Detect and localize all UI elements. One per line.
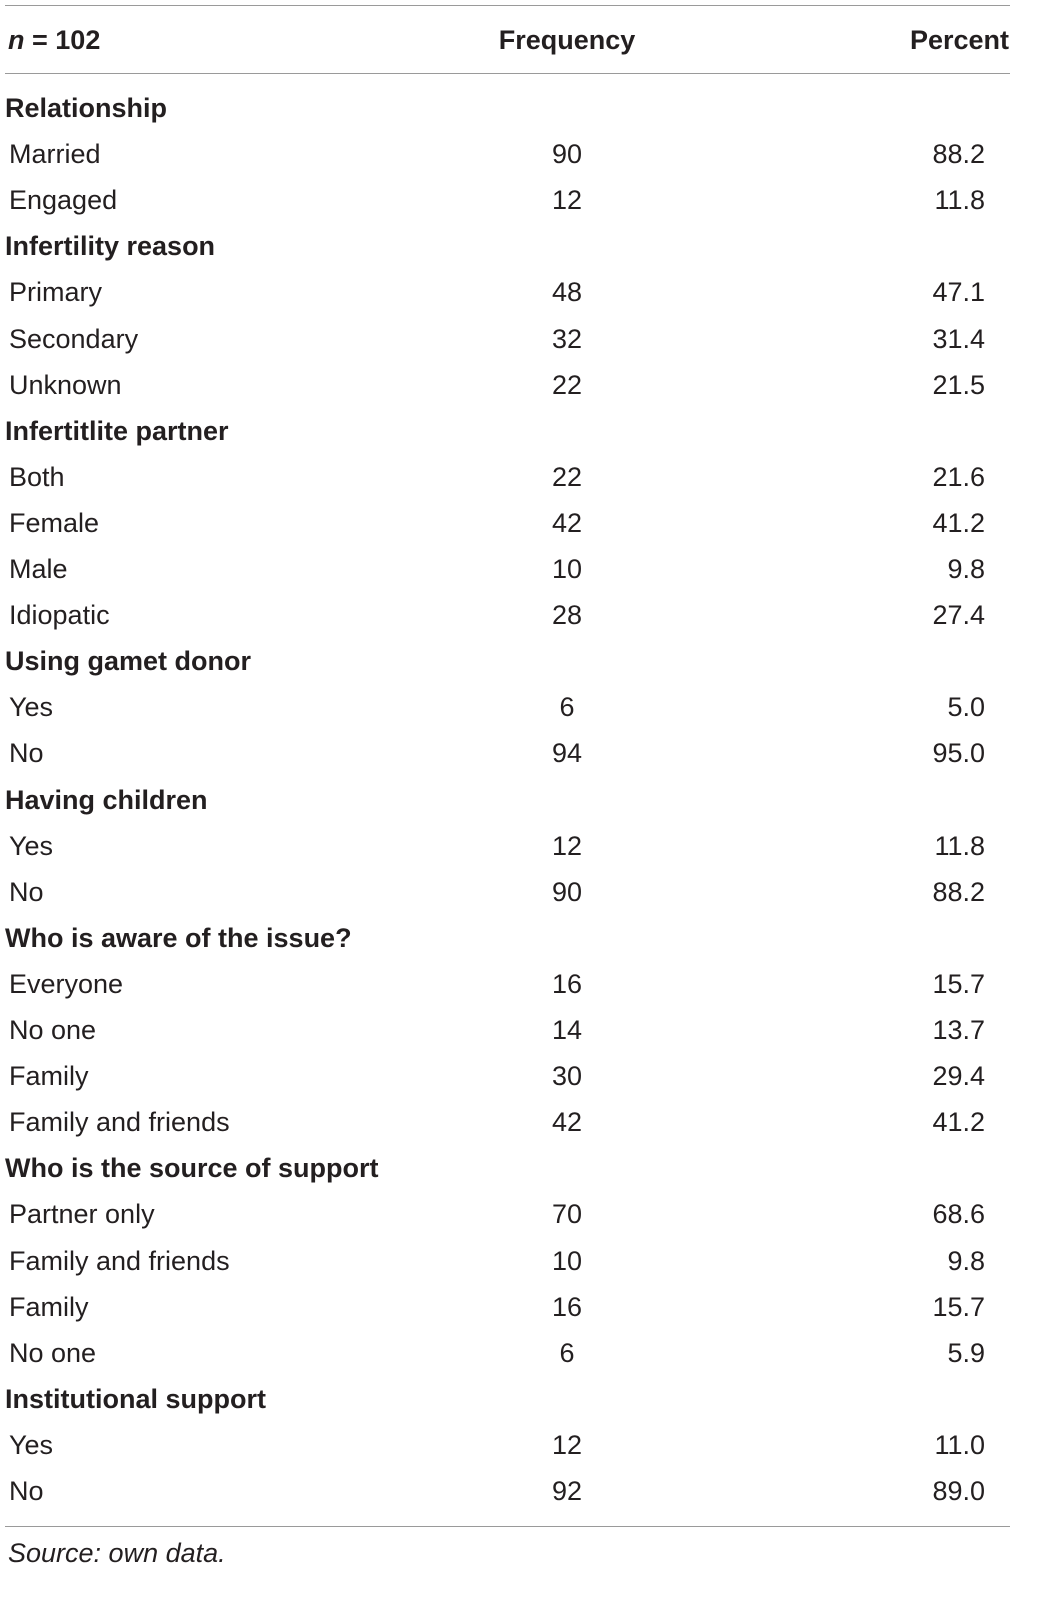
frequency-cell: 14 bbox=[551, 1015, 583, 1045]
frequency-cell: 16 bbox=[551, 1291, 583, 1322]
row-label: Everyone bbox=[9, 968, 124, 999]
percent-cell: 88.2 bbox=[932, 139, 985, 170]
frequency-cell: 90 bbox=[551, 876, 583, 907]
row-label: Yes bbox=[9, 1429, 54, 1460]
section-title: Having children bbox=[5, 784, 208, 815]
row-label: Engaged bbox=[9, 185, 118, 216]
frequency-cell: 10 bbox=[551, 1245, 583, 1276]
bottom-rule bbox=[5, 1526, 1010, 1527]
header-percent: Percent bbox=[909, 25, 1009, 55]
percent-cell: 13.7 bbox=[932, 1015, 985, 1045]
percent-cell: 21.6 bbox=[932, 461, 985, 492]
row-label: Secondary bbox=[9, 323, 139, 354]
row-label: No one bbox=[9, 1337, 97, 1368]
frequency-cell: 16 bbox=[551, 968, 583, 999]
row-label: Primary bbox=[9, 277, 102, 308]
section-title: Infertitlite partner bbox=[5, 415, 229, 446]
row-label: No bbox=[9, 876, 44, 907]
row-label: Family and friends bbox=[9, 1245, 230, 1276]
row-label: Male bbox=[9, 554, 68, 584]
frequency-cell: 48 bbox=[551, 277, 583, 308]
frequency-cell: 92 bbox=[551, 1476, 583, 1506]
frequency-cell: 12 bbox=[551, 1429, 583, 1460]
section-title: Using gamet donor bbox=[5, 646, 252, 677]
row-label: Family and friends bbox=[9, 1107, 230, 1138]
percent-cell: 15.7 bbox=[932, 1291, 985, 1322]
section-title: Who is the source of support bbox=[5, 1153, 379, 1184]
percent-cell: 5.9 bbox=[947, 1337, 985, 1368]
percent-cell: 89.0 bbox=[932, 1476, 985, 1506]
percent-cell: 11.0 bbox=[934, 1429, 985, 1460]
row-label: No bbox=[9, 1476, 44, 1506]
frequency-cell: 28 bbox=[551, 600, 583, 631]
frequency-cell: 22 bbox=[551, 461, 583, 492]
row-label: Family bbox=[9, 1061, 89, 1092]
frequency-cell: 94 bbox=[551, 738, 583, 769]
row-label: Both bbox=[9, 461, 65, 492]
section-title: Institutional support bbox=[5, 1383, 266, 1414]
row-label: Idiopatic bbox=[9, 600, 110, 631]
percent-cell: 11.8 bbox=[934, 185, 985, 216]
row-label: Yes bbox=[9, 692, 54, 723]
row-label: Partner only bbox=[9, 1199, 155, 1230]
frequency-cell: 10 bbox=[551, 554, 583, 584]
percent-cell: 31.4 bbox=[932, 323, 985, 354]
percent-cell: 95.0 bbox=[932, 738, 985, 769]
frequency-cell: 90 bbox=[551, 139, 583, 170]
frequency-cell: 12 bbox=[551, 830, 583, 861]
header-n: n = 102 bbox=[8, 23, 100, 57]
frequency-cell: 6 bbox=[559, 1337, 575, 1368]
header-rule bbox=[5, 73, 1010, 74]
row-label: Yes bbox=[9, 830, 54, 861]
row-label: Female bbox=[9, 507, 100, 538]
row-label: Family bbox=[9, 1291, 89, 1322]
percent-cell: 41.2 bbox=[932, 507, 985, 538]
frequency-cell: 42 bbox=[551, 1107, 583, 1138]
source-note: Source: own data. bbox=[8, 1538, 226, 1568]
n-value: = 102 bbox=[32, 25, 101, 55]
percent-cell: 21.5 bbox=[932, 369, 985, 400]
row-label: No bbox=[9, 738, 44, 769]
percent-cell: 27.4 bbox=[932, 600, 985, 631]
section-title: Relationship bbox=[5, 93, 168, 123]
frequency-cell: 12 bbox=[551, 185, 583, 216]
frequency-cell: 32 bbox=[551, 323, 583, 354]
frequency-cell: 70 bbox=[551, 1199, 583, 1230]
percent-cell: 5.0 bbox=[947, 692, 985, 723]
percent-cell: 88.2 bbox=[932, 876, 985, 907]
frequency-cell: 42 bbox=[551, 507, 583, 538]
percent-cell: 41.2 bbox=[932, 1107, 985, 1138]
percent-cell: 68.6 bbox=[932, 1199, 985, 1230]
percent-cell: 9.8 bbox=[947, 1245, 985, 1276]
frequency-cell: 6 bbox=[559, 692, 575, 723]
percent-cell: 11.8 bbox=[934, 830, 985, 861]
header-frequency: Frequency bbox=[498, 25, 636, 55]
percent-cell: 47.1 bbox=[932, 277, 985, 308]
row-label: Unknown bbox=[9, 369, 122, 400]
percent-cell: 29.4 bbox=[932, 1061, 985, 1092]
percent-cell: 9.8 bbox=[947, 554, 985, 584]
section-title: Infertility reason bbox=[5, 231, 216, 262]
row-label: Married bbox=[9, 139, 101, 170]
top-rule bbox=[5, 5, 1010, 6]
row-label: No one bbox=[9, 1015, 97, 1045]
frequency-cell: 30 bbox=[551, 1061, 583, 1092]
percent-cell: 15.7 bbox=[932, 968, 985, 999]
section-title: Who is aware of the issue? bbox=[5, 922, 352, 953]
n-label: n bbox=[8, 25, 25, 55]
frequency-cell: 22 bbox=[551, 369, 583, 400]
